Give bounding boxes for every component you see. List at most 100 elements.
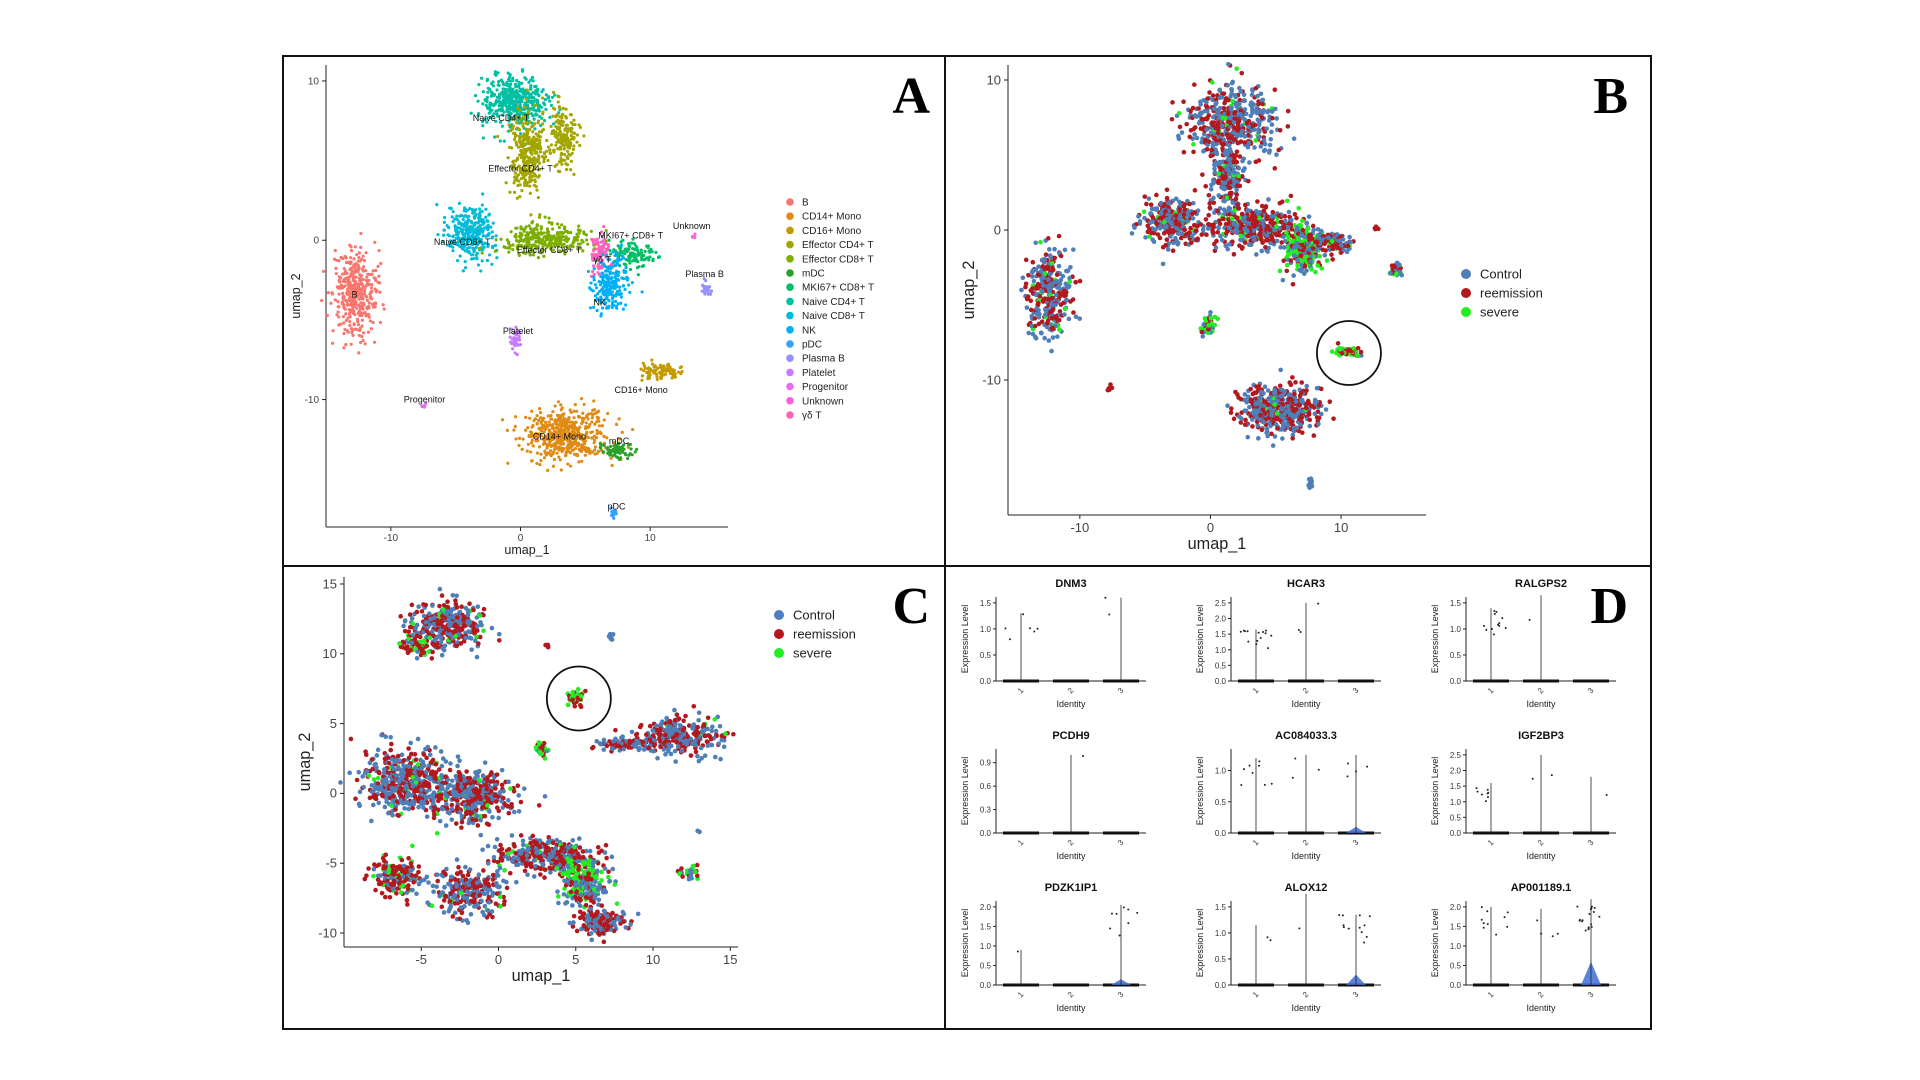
data-point [1296,205,1302,211]
data-point [578,425,582,429]
data-point [373,287,377,291]
data-point [1209,182,1214,188]
data-point [516,145,521,149]
data-point [621,307,625,311]
data-point [1210,93,1216,98]
data-point [492,112,496,116]
data-point [593,422,597,426]
data-point [1148,211,1153,216]
data-point [344,318,348,323]
data-point [557,225,561,230]
data-point [572,172,576,177]
data-point [526,250,531,254]
data-point [455,214,459,218]
data-point [558,106,562,110]
data-point [539,452,543,456]
data-point [659,365,663,369]
data-point [1246,140,1252,146]
data-point [353,266,357,270]
data-point [616,292,620,296]
data-point [376,280,380,285]
data-point [569,121,573,125]
data-point [519,132,523,136]
data-point [605,265,609,269]
data-point [482,234,486,238]
data-point [1173,213,1179,218]
data-point [1169,221,1175,227]
data-point [540,232,544,236]
data-point [1217,95,1223,101]
panel-b: -10 0 10 10 0 -10 umap_1 umap_2 Control reemissio… [944,55,1652,567]
data-point [1232,93,1238,98]
data-point [515,90,519,94]
data-point [481,102,485,106]
data-point [616,448,621,452]
data-point [606,451,610,455]
data-point [1216,116,1221,121]
data-point [611,271,615,275]
data-point [1261,108,1267,114]
data-point [1236,165,1242,171]
data-point [344,312,348,316]
data-point [356,270,360,274]
data-point [615,289,620,293]
data-point [477,246,482,251]
data-point [537,167,542,171]
data-point [334,271,338,276]
data-point [1193,228,1199,234]
data-point [533,151,537,155]
data-point [545,138,549,143]
data-point [1214,151,1220,157]
data-point [580,238,584,242]
data-point [512,428,516,432]
data-point [600,258,604,262]
data-point [506,461,510,465]
data-point [568,146,572,150]
data-point [1284,230,1289,236]
data-point [494,234,498,238]
data-point [465,247,469,251]
data-point [507,145,512,150]
data-point [1198,102,1203,107]
data-point [1226,142,1232,148]
data-point [523,94,527,99]
data-point [1223,115,1228,121]
data-point [594,298,598,302]
data-point [461,236,465,240]
data-point [362,289,367,293]
data-point [359,287,363,291]
data-point [616,302,620,306]
data-point [503,101,507,105]
data-point [450,215,454,219]
data-point [498,120,503,124]
data-point [608,453,612,457]
data-point [1277,232,1282,238]
data-point [1243,111,1249,117]
data-point [1150,237,1155,242]
data-point [342,272,347,276]
data-point [1311,227,1316,233]
data-point [326,291,330,295]
data-point [647,368,652,372]
data-point [602,298,606,302]
data-point [596,409,601,413]
data-point [1310,223,1316,229]
data-point [572,416,576,420]
data-point [551,464,556,468]
data-point [347,308,351,312]
legend-key [786,411,794,419]
data-point [499,78,503,82]
data-point [1188,225,1193,231]
data-point [1224,195,1230,200]
data-point [527,92,532,96]
data-point [635,447,639,452]
data-point [640,255,644,260]
data-point [517,164,521,168]
data-point [1222,111,1228,117]
data-point [352,257,356,261]
data-point [655,377,659,382]
data-point [531,444,535,448]
data-point [1194,237,1199,243]
data-point [584,434,588,438]
data-point [1234,215,1240,221]
